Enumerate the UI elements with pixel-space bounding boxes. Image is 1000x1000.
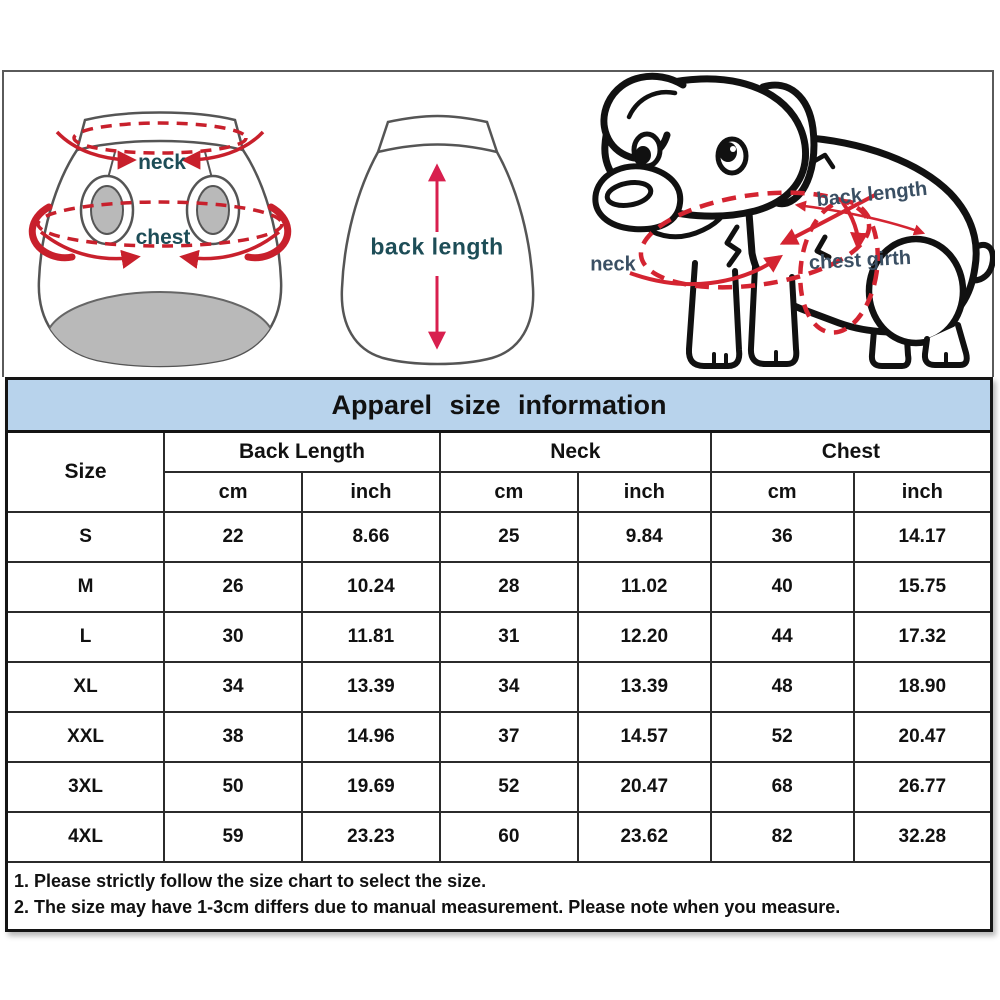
unit-header: cm bbox=[438, 471, 579, 513]
unit-header: inch bbox=[300, 471, 441, 513]
value-cell: 34 bbox=[163, 661, 303, 713]
value-cell: 48 bbox=[709, 661, 855, 713]
dog-illustration bbox=[592, 72, 995, 369]
size-cell: 3XL bbox=[5, 761, 166, 813]
unit-header: cm bbox=[709, 471, 855, 513]
value-cell: 44 bbox=[709, 611, 855, 663]
size-cell: S bbox=[5, 511, 166, 563]
value-cell: 8.66 bbox=[300, 511, 441, 563]
value-cell: 15.75 bbox=[852, 561, 993, 613]
value-cell: 22 bbox=[163, 511, 303, 563]
chest-column-header: Chest bbox=[709, 430, 993, 473]
table-row: XXL 38 14.96 37 14.57 52 20.47 bbox=[5, 711, 993, 763]
dog-neck-label: neck bbox=[590, 253, 636, 276]
value-cell: 26.77 bbox=[852, 761, 993, 813]
table-row: L 30 11.81 31 12.20 44 17.32 bbox=[5, 611, 993, 663]
garment-front-illustration bbox=[28, 111, 292, 368]
back-length-column-header: Back Length bbox=[163, 430, 441, 473]
value-cell: 18.90 bbox=[852, 661, 993, 713]
value-cell: 52 bbox=[438, 761, 579, 813]
value-cell: 11.02 bbox=[576, 561, 712, 613]
value-cell: 13.39 bbox=[576, 661, 712, 713]
value-cell: 40 bbox=[709, 561, 855, 613]
table-row: XL 34 13.39 34 13.39 48 18.90 bbox=[5, 661, 993, 713]
value-cell: 68 bbox=[709, 761, 855, 813]
table-title-row: Apparel size information bbox=[5, 377, 993, 433]
table-notes-row: 1. Please strictly follow the size chart… bbox=[5, 861, 993, 932]
value-cell: 11.81 bbox=[300, 611, 441, 663]
value-cell: 60 bbox=[438, 811, 579, 863]
value-cell: 12.20 bbox=[576, 611, 712, 663]
value-cell: 23.23 bbox=[300, 811, 441, 863]
size-cell: M bbox=[5, 561, 166, 613]
value-cell: 20.47 bbox=[576, 761, 712, 813]
value-cell: 36 bbox=[709, 511, 855, 563]
value-cell: 37 bbox=[438, 711, 579, 763]
value-cell: 14.96 bbox=[300, 711, 441, 763]
value-cell: 10.24 bbox=[300, 561, 441, 613]
value-cell: 34 bbox=[438, 661, 579, 713]
garment-neck-label: neck bbox=[138, 151, 186, 174]
garment-back-length-label: back length bbox=[370, 233, 504, 260]
value-cell: 32.28 bbox=[852, 811, 993, 863]
garment-back-illustration bbox=[340, 114, 535, 366]
value-cell: 19.69 bbox=[300, 761, 441, 813]
value-cell: 9.84 bbox=[576, 511, 712, 563]
notes-cell: 1. Please strictly follow the size chart… bbox=[5, 861, 993, 932]
size-column-header: Size bbox=[5, 430, 166, 513]
size-cell: L bbox=[5, 611, 166, 663]
unit-header: inch bbox=[576, 471, 712, 513]
size-cell: XXL bbox=[5, 711, 166, 763]
value-cell: 30 bbox=[163, 611, 303, 663]
value-cell: 59 bbox=[163, 811, 303, 863]
value-cell: 25 bbox=[438, 511, 579, 563]
value-cell: 17.32 bbox=[852, 611, 993, 663]
size-cell: 4XL bbox=[5, 811, 166, 863]
value-cell: 50 bbox=[163, 761, 303, 813]
table-title: Apparel size information bbox=[5, 377, 993, 433]
table-row: 4XL 59 23.23 60 23.62 82 32.28 bbox=[5, 811, 993, 863]
note-line-2: 2. The size may have 1-3cm differs due t… bbox=[14, 897, 841, 917]
value-cell: 82 bbox=[709, 811, 855, 863]
note-line-1: 1. Please strictly follow the size chart… bbox=[14, 871, 487, 891]
garment-chest-label: chest bbox=[135, 226, 191, 249]
value-cell: 13.39 bbox=[300, 661, 441, 713]
value-cell: 23.62 bbox=[576, 811, 712, 863]
value-cell: 31 bbox=[438, 611, 579, 663]
table-unit-header-row: cm inch cm inch cm inch bbox=[7, 471, 993, 513]
table-row: M 26 10.24 28 11.02 40 15.75 bbox=[5, 561, 993, 613]
unit-header: inch bbox=[852, 471, 993, 513]
table-group-header-row: Size Back Length Neck Chest bbox=[5, 430, 993, 513]
neck-column-header: Neck bbox=[438, 430, 712, 473]
table-row: S 22 8.66 25 9.84 36 14.17 bbox=[5, 511, 993, 563]
value-cell: 52 bbox=[709, 711, 855, 763]
value-cell: 26 bbox=[163, 561, 303, 613]
value-cell: 28 bbox=[438, 561, 579, 613]
value-cell: 14.57 bbox=[576, 711, 712, 763]
size-cell: XL bbox=[5, 661, 166, 713]
value-cell: 38 bbox=[163, 711, 303, 763]
table-row: 3XL 50 19.69 52 20.47 68 26.77 bbox=[5, 761, 993, 813]
value-cell: 14.17 bbox=[852, 511, 993, 563]
unit-header: cm bbox=[163, 471, 303, 513]
size-table: Apparel size information Size Back Lengt… bbox=[5, 377, 993, 932]
value-cell: 20.47 bbox=[852, 711, 993, 763]
